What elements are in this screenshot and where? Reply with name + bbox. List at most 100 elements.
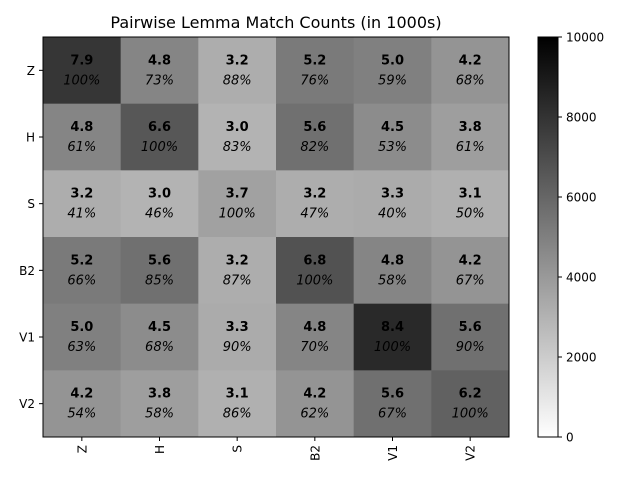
- cell-percent-label: 86%: [223, 407, 252, 422]
- y-tick-label: B2: [19, 264, 35, 278]
- heatmap-cell: [198, 103, 277, 171]
- cell-percent-label: 40%: [378, 207, 407, 222]
- cell-percent-label: 58%: [378, 273, 407, 288]
- cell-percent-label: 90%: [456, 340, 485, 355]
- heatmap-cell: [198, 237, 277, 305]
- cell-percent-label: 66%: [67, 273, 96, 288]
- cell-percent-label: 70%: [300, 340, 329, 355]
- cell-value-label: 3.1: [459, 187, 482, 202]
- cell-value-label: 6.6: [148, 120, 171, 135]
- cell-value-label: 3.0: [148, 187, 171, 202]
- x-tick-label: V1: [386, 445, 400, 461]
- cell-value-label: 3.3: [226, 320, 249, 335]
- cell-value-label: 6.8: [303, 253, 326, 268]
- cell-value-label: 3.8: [459, 120, 482, 135]
- cell-percent-label: 85%: [145, 273, 174, 288]
- heatmap-cell: [120, 303, 199, 371]
- cell-percent-label: 68%: [145, 340, 174, 355]
- cell-value-label: 4.2: [459, 253, 482, 268]
- cell-value-label: 3.2: [70, 187, 93, 202]
- y-tick-label: S: [27, 197, 35, 211]
- heatmap-cell: [120, 170, 199, 238]
- cell-percent-label: 68%: [456, 73, 485, 88]
- heatmap-cell: [198, 170, 277, 238]
- cell-value-label: 3.0: [226, 120, 249, 135]
- y-tick-label: V2: [19, 397, 35, 411]
- cell-value-label: 3.2: [226, 253, 249, 268]
- heatmap-cell: [276, 170, 355, 238]
- heatmap-cell: [353, 37, 432, 105]
- heatmap-cell: [43, 237, 122, 305]
- heatmap-cell: [198, 37, 277, 105]
- heatmap-cell: [353, 370, 432, 438]
- chart-title: Pairwise Lemma Match Counts (in 1000s): [110, 13, 441, 32]
- heatmap-cell: [198, 303, 277, 371]
- cell-percent-label: 90%: [223, 340, 252, 355]
- heatmap-cell: [431, 303, 510, 371]
- cell-value-label: 4.2: [70, 387, 93, 402]
- cell-percent-label: 88%: [223, 73, 252, 88]
- heatmap-cell: [120, 237, 199, 305]
- cell-percent-label: 62%: [300, 407, 329, 422]
- cell-value-label: 4.5: [381, 120, 404, 135]
- x-tick-label: V2: [464, 445, 478, 461]
- cell-percent-label: 50%: [456, 207, 485, 222]
- colorbar: 0 2000 4000 6000 8000 10000: [537, 31, 604, 445]
- heatmap-cell: [120, 103, 199, 171]
- heatmap-cell: [353, 303, 432, 371]
- heatmap-cell: [276, 303, 355, 371]
- cell-percent-label: 61%: [67, 140, 96, 155]
- cell-percent-label: 47%: [300, 207, 329, 222]
- colorbar-tick-label: 8000: [566, 111, 597, 125]
- cell-percent-label: 100%: [452, 407, 489, 422]
- cell-value-label: 5.6: [381, 387, 404, 402]
- heatmap-cell: [276, 37, 355, 105]
- heatmap-cell: [276, 370, 355, 438]
- cell-value-label: 5.6: [303, 120, 326, 135]
- cell-percent-label: 67%: [456, 273, 485, 288]
- colorbar-tick-label: 6000: [566, 191, 597, 205]
- heatmap-cell: [43, 303, 122, 371]
- cell-value-label: 5.0: [70, 320, 93, 335]
- cell-value-label: 3.2: [303, 187, 326, 202]
- cell-percent-label: 100%: [63, 73, 100, 88]
- heatmap-cell: [431, 237, 510, 305]
- cell-value-label: 4.2: [303, 387, 326, 402]
- heatmap-cell: [431, 370, 510, 438]
- cell-percent-label: 100%: [374, 340, 411, 355]
- colorbar-frame: [537, 36, 559, 438]
- heatmap-cell: [276, 103, 355, 171]
- cell-percent-label: 83%: [223, 140, 252, 155]
- cell-value-label: 4.2: [459, 53, 482, 68]
- cell-percent-label: 100%: [296, 273, 333, 288]
- cell-percent-label: 41%: [67, 207, 96, 222]
- y-axis: Z H S B2 V1 V2: [19, 64, 43, 411]
- cell-percent-label: 54%: [67, 407, 96, 422]
- x-tick-label: H: [153, 445, 167, 454]
- heatmap-cell: [353, 103, 432, 171]
- cell-value-label: 8.4: [381, 320, 404, 335]
- colorbar-tick-label: 0: [566, 431, 574, 445]
- x-tick-label: B2: [308, 445, 322, 461]
- heatmap-cell: [431, 103, 510, 171]
- heatmap-cell: [43, 370, 122, 438]
- heatmap-cell: [431, 37, 510, 105]
- cell-value-label: 5.2: [70, 253, 93, 268]
- cell-percent-label: 53%: [378, 140, 407, 155]
- x-tick-label: S: [231, 445, 245, 453]
- cell-percent-label: 87%: [223, 273, 252, 288]
- y-tick-label: Z: [27, 64, 35, 78]
- y-tick-label: H: [26, 131, 35, 145]
- cell-percent-label: 59%: [378, 73, 407, 88]
- cell-percent-label: 58%: [145, 407, 174, 422]
- heatmap-cell: [43, 170, 122, 238]
- cell-value-label: 5.6: [148, 253, 171, 268]
- heatmap-cell: [120, 37, 199, 105]
- cell-value-label: 3.2: [226, 53, 249, 68]
- cell-value-label: 5.2: [303, 53, 326, 68]
- heatmap-cell-labels: 7.9 100% 4.8 73% 3.2 88% 5.2 76% 5.0 59% 4.2 68% 4.8…: [63, 53, 489, 421]
- cell-percent-label: 100%: [219, 207, 256, 222]
- cell-value-label: 7.9: [70, 53, 93, 68]
- cell-percent-label: 82%: [300, 140, 329, 155]
